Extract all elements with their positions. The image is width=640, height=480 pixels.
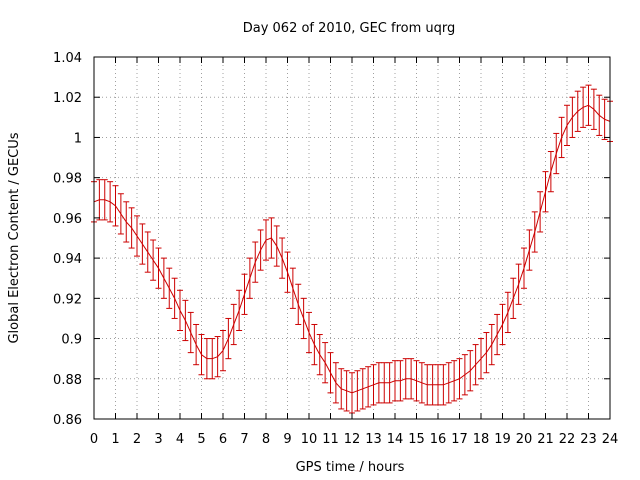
- y-tick-label: 1.02: [53, 91, 82, 106]
- y-tick-label: 0.94: [53, 252, 82, 267]
- x-tick-label: 16: [430, 432, 447, 447]
- y-axis-label: Global Electron Content / GECUs: [7, 132, 22, 343]
- x-tick-label: 11: [322, 432, 339, 447]
- y-tick-label: 1: [74, 131, 82, 146]
- x-tick-label: 7: [240, 432, 248, 447]
- x-tick-label: 6: [219, 432, 227, 447]
- chart-title: Day 062 of 2010, GEC from uqrg: [243, 21, 456, 36]
- x-tick-label: 22: [559, 432, 576, 447]
- y-tick-label: 0.9: [61, 333, 82, 348]
- x-tick-label: 18: [473, 432, 490, 447]
- x-tick-label: 15: [408, 432, 425, 447]
- x-tick-label: 8: [262, 432, 270, 447]
- x-tick-label: 5: [197, 432, 205, 447]
- series-gec: [91, 84, 613, 414]
- x-tick-label: 20: [516, 432, 533, 447]
- series-line: [93, 104, 611, 394]
- x-axis-label: GPS time / hours: [296, 460, 405, 475]
- x-tick-label: 19: [494, 432, 511, 447]
- y-tick-label: 0.86: [53, 413, 82, 428]
- y-tick-label: 0.98: [53, 172, 82, 187]
- x-tick-label: 24: [602, 432, 619, 447]
- axis-ticks: 0 1 2 3 4 5 6 7 8 9 10 11 12 13 14 15 16 17 18 19 20 21 22 23 24…: [53, 51, 618, 447]
- x-tick-label: 21: [537, 432, 554, 447]
- x-tick-label: 10: [301, 432, 318, 447]
- x-tick-label: 14: [387, 432, 404, 447]
- x-tick-label: 17: [451, 432, 468, 447]
- y-tick-label: 0.88: [53, 373, 82, 388]
- x-tick-label: 0: [90, 432, 98, 447]
- x-tick-label: 3: [154, 432, 162, 447]
- x-tick-label: 23: [580, 432, 597, 447]
- x-tick-label: 4: [176, 432, 184, 447]
- x-tick-label: 13: [365, 432, 382, 447]
- x-tick-label: 2: [133, 432, 141, 447]
- x-tick-label: 1: [111, 432, 119, 447]
- x-tick-label: 9: [283, 432, 291, 447]
- y-tick-label: 1.04: [53, 51, 82, 66]
- y-tick-label: 0.96: [53, 212, 82, 227]
- x-tick-label: 12: [344, 432, 361, 447]
- y-tick-label: 0.92: [53, 292, 82, 307]
